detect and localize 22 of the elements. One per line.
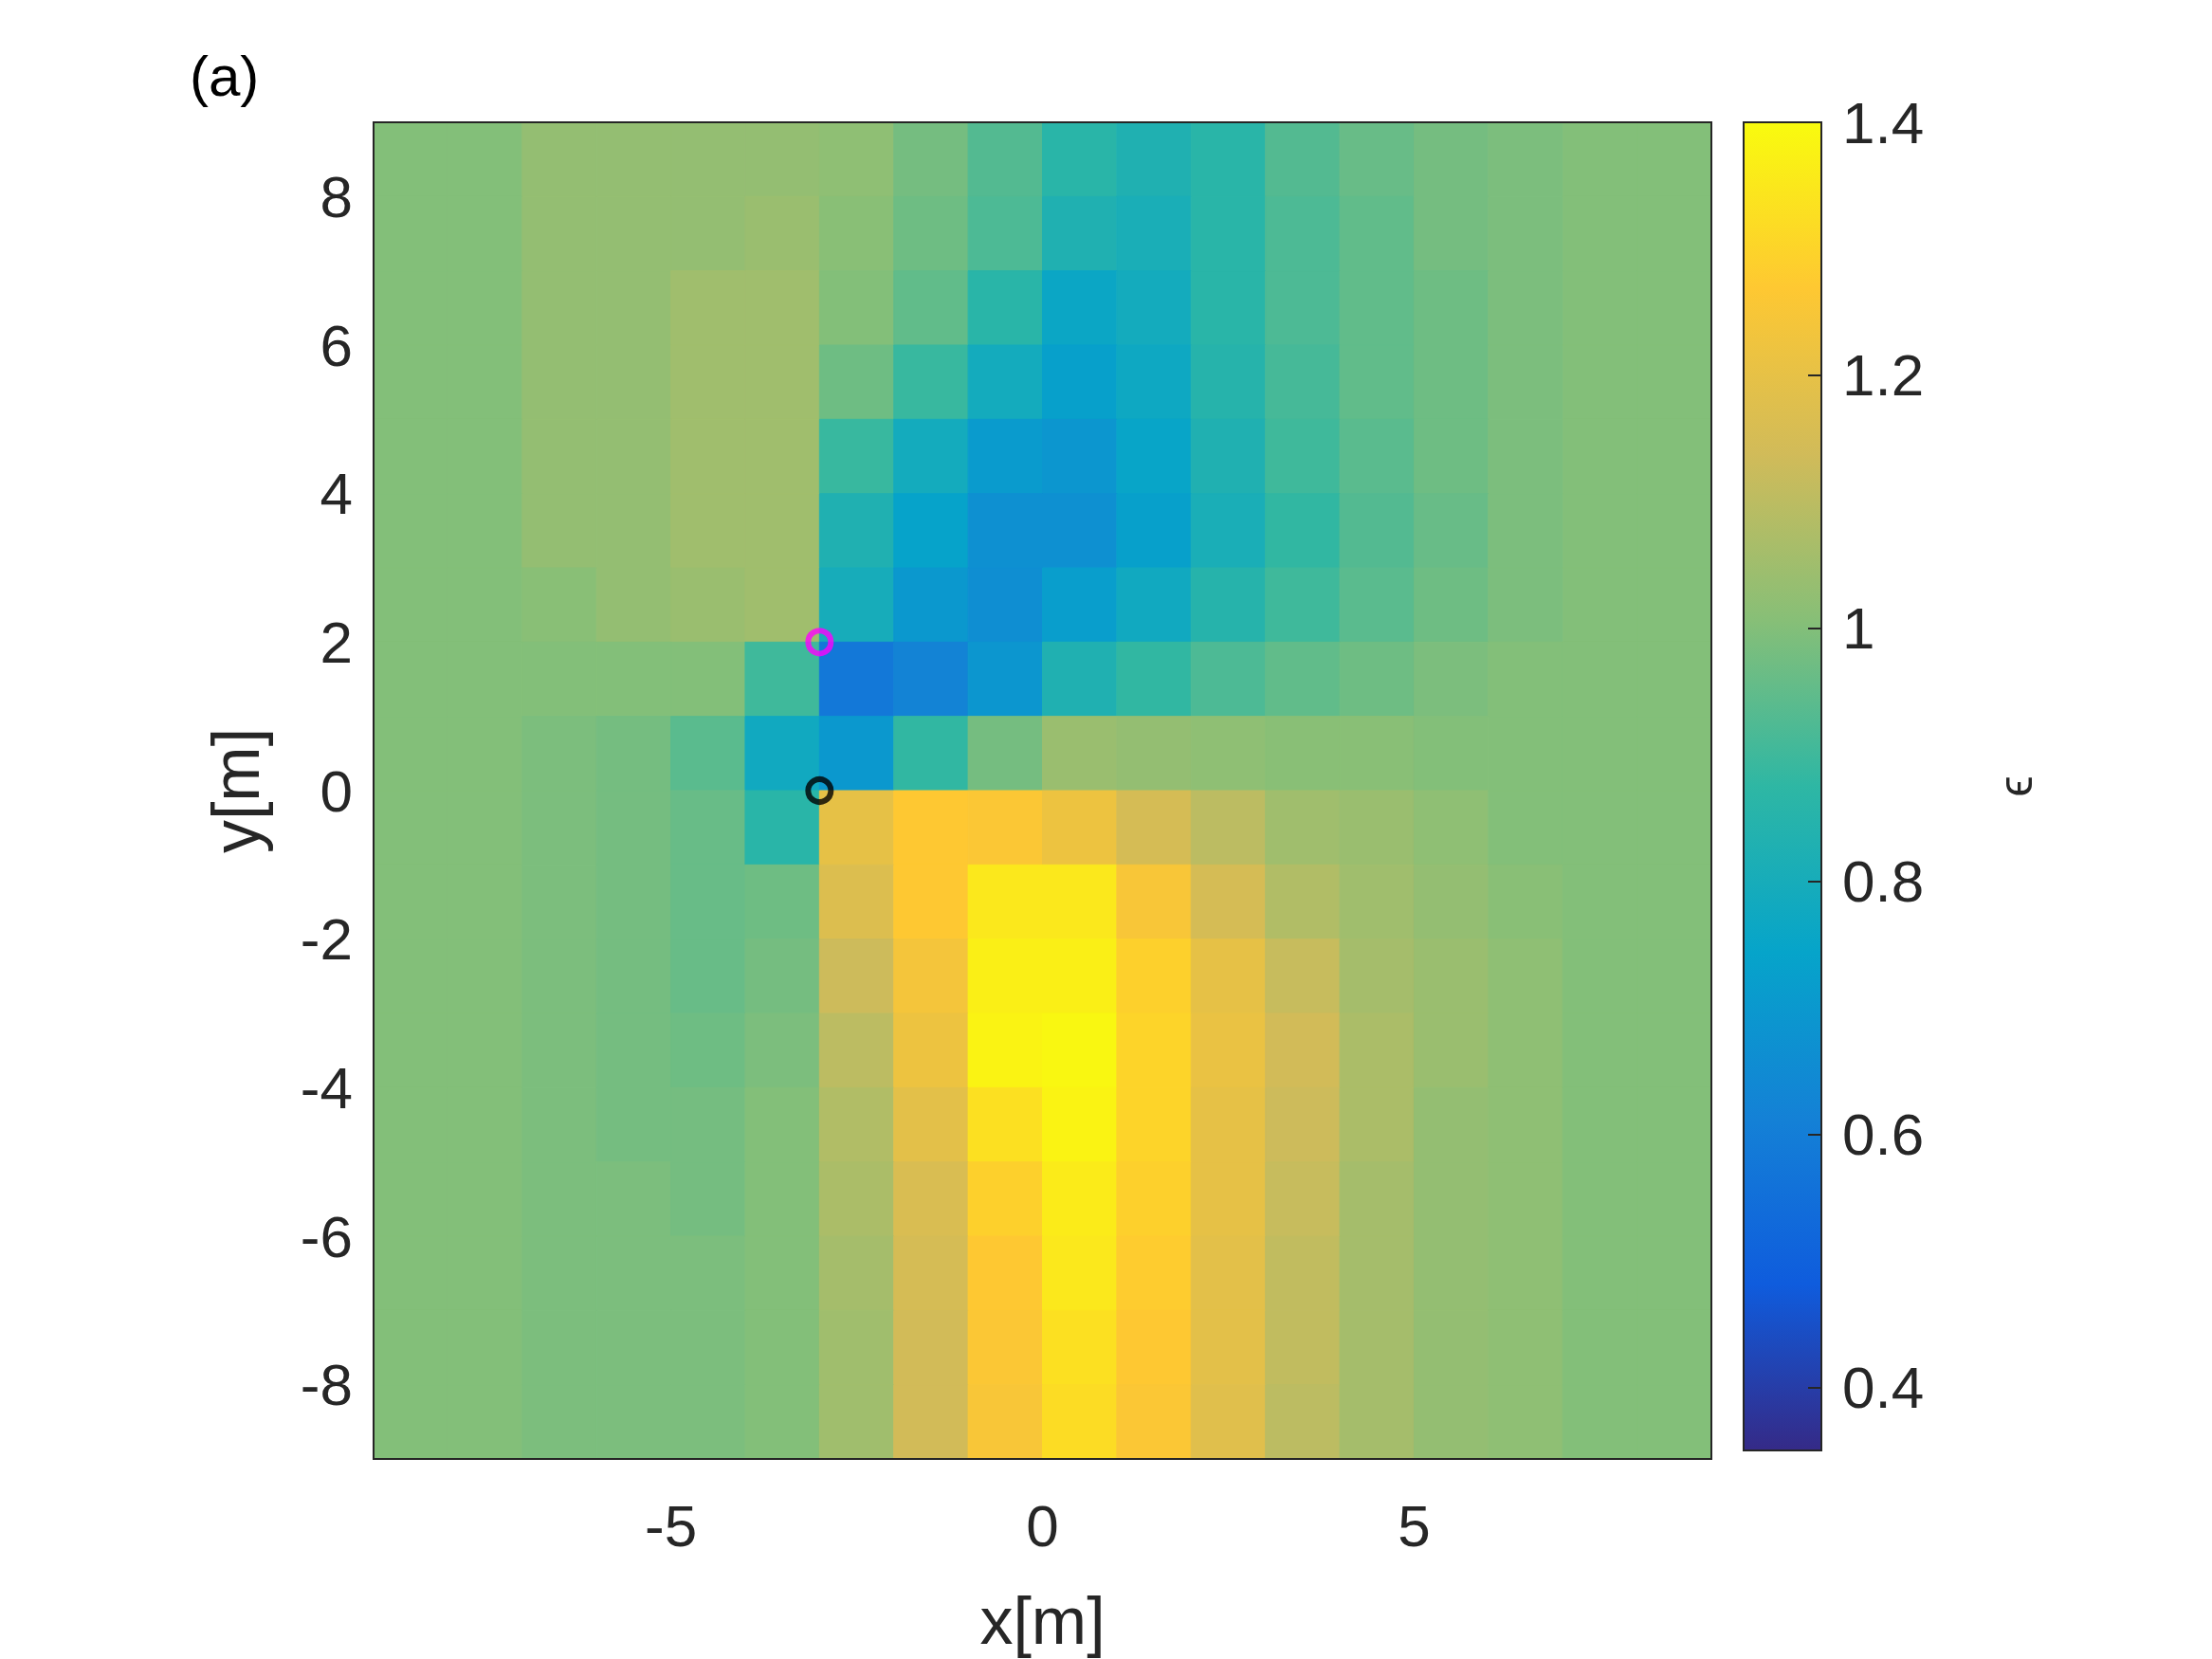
y-tick-label: 4	[320, 461, 353, 527]
y-tick-label: 6	[320, 312, 353, 378]
y-tick-label: 8	[320, 163, 353, 229]
y-tick-label: 2	[320, 609, 353, 675]
y-tick-label: -6	[300, 1203, 353, 1269]
x-tick-label: 0	[1026, 1492, 1059, 1559]
color-bar-label: 0.8	[1842, 848, 1925, 915]
x-tick-label: -5	[644, 1492, 698, 1559]
color-bar-label: 1	[1842, 595, 1875, 662]
y-tick-label: -2	[300, 906, 353, 973]
y-tick-label: 0	[320, 757, 353, 824]
x-tick-label: 5	[1398, 1492, 1431, 1559]
chart-title: (a)	[190, 44, 260, 108]
color-bar-label: 0.6	[1842, 1101, 1925, 1167]
color-bar-title: ϵ	[1989, 775, 2042, 797]
color-bar-label: 1.4	[1842, 89, 1925, 155]
y-tick-label: -8	[300, 1352, 353, 1418]
color-bar-label: 1.2	[1842, 342, 1925, 409]
color-bar-label: 0.4	[1842, 1354, 1925, 1420]
y-tick-label: -4	[300, 1054, 353, 1121]
x-axis-title: x[m]	[979, 1584, 1106, 1658]
y-axis-title: y[m]	[199, 727, 273, 854]
